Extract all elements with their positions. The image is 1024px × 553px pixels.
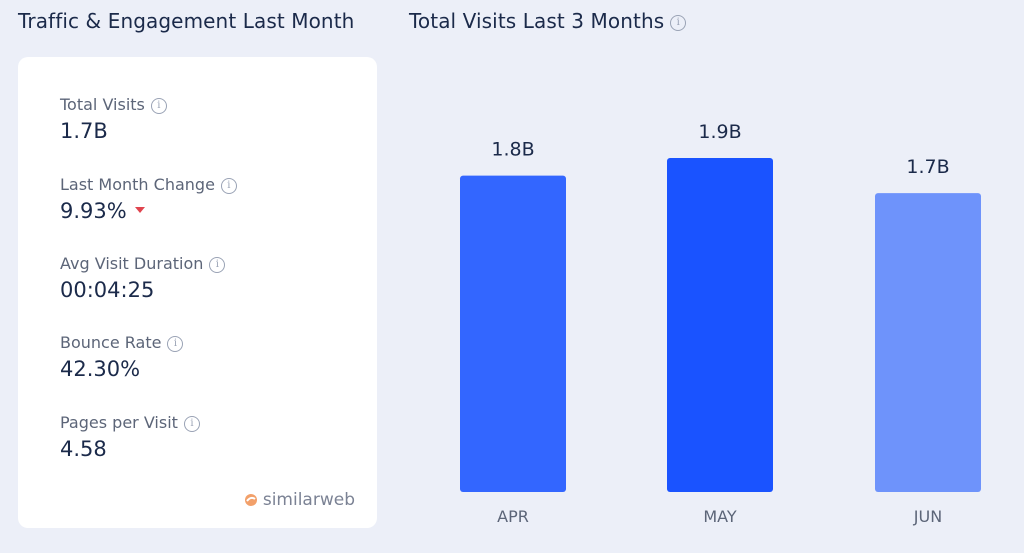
metric-label: Total Visits: [60, 95, 145, 114]
brand-logo: similarweb: [244, 490, 355, 510]
info-icon[interactable]: i: [220, 177, 237, 194]
metric-total-visits: Total Visits i 1.7B: [60, 95, 167, 143]
metric-label: Last Month Change: [60, 175, 215, 194]
metric-value: 4.58: [60, 437, 107, 461]
metric-label: Pages per Visit: [60, 413, 178, 432]
metric-label: Avg Visit Duration: [60, 254, 204, 273]
x-tick-label: MAY: [703, 507, 737, 526]
visits-bar-chart: 1.8B APR 1.9B MAY 1.7B JUN: [460, 121, 981, 526]
bar-may[interactable]: [667, 158, 773, 492]
metric-value: 1.7B: [60, 119, 108, 143]
brand-name: similarweb: [262, 490, 355, 510]
bar-value-label: 1.7B: [906, 156, 949, 178]
metric-avg-visit-duration: Avg Visit Duration i 00:04:25: [60, 254, 226, 302]
metric-value: 00:04:25: [60, 278, 155, 302]
bar-value-label: 1.8B: [491, 139, 534, 161]
x-tick-label: JUN: [913, 507, 942, 526]
bar-jun[interactable]: [875, 193, 981, 492]
metric-value: 9.93%: [60, 199, 127, 223]
metric-last-month-change: Last Month Change i 9.93%: [60, 175, 237, 223]
bar-value-label: 1.9B: [698, 121, 741, 143]
chart-section-title: Total Visits Last 3 Months i: [409, 9, 687, 33]
similarweb-logo-icon: [244, 494, 257, 506]
trend-down-icon: [134, 207, 145, 213]
info-icon[interactable]: i: [670, 14, 687, 31]
metric-bounce-rate: Bounce Rate i 42.30%: [60, 333, 184, 381]
info-icon[interactable]: i: [183, 415, 200, 432]
info-icon[interactable]: i: [167, 335, 184, 352]
info-icon[interactable]: i: [209, 256, 226, 273]
chart-title-text: Total Visits Last 3 Months: [409, 9, 665, 33]
info-icon[interactable]: i: [150, 97, 167, 114]
metric-label: Bounce Rate: [60, 333, 162, 352]
metric-value: 42.30%: [60, 357, 141, 381]
metric-pages-per-visit: Pages per Visit i 4.58: [60, 413, 200, 461]
x-tick-label: APR: [497, 507, 529, 526]
left-section-title: Traffic & Engagement Last Month: [18, 9, 355, 33]
engagement-card: Total Visits i 1.7B Last Month Change i 9.…: [18, 57, 377, 528]
bar-apr[interactable]: [460, 175, 566, 492]
